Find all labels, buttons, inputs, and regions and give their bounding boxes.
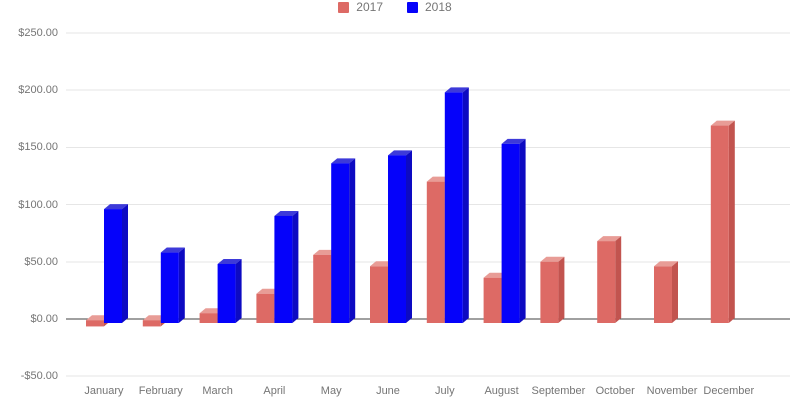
bar-2018-february-top xyxy=(160,247,185,253)
bar-2018-august-side xyxy=(519,138,526,323)
bar-2017-october[interactable] xyxy=(597,241,616,323)
x-tick-label-may: May xyxy=(320,385,342,397)
bar-2017-november[interactable] xyxy=(654,266,672,323)
bar-2018-august-top xyxy=(501,138,526,144)
y-tick-label: $150.00 xyxy=(18,141,58,154)
bar-2018-april[interactable] xyxy=(274,215,293,323)
bar-2018-april-side xyxy=(292,210,299,323)
bar-2017-september[interactable] xyxy=(540,261,559,323)
y-tick-label: $200.00 xyxy=(18,84,58,97)
bar-2017-september-side xyxy=(558,256,565,323)
bar-2018-june[interactable] xyxy=(388,155,406,323)
chart-legend: 2017 2018 xyxy=(0,0,790,14)
bar-2017-december[interactable] xyxy=(710,125,729,324)
bar-2017-august[interactable] xyxy=(483,277,502,323)
bar-2018-july-top xyxy=(444,87,469,93)
x-tick-label-december: December xyxy=(703,385,755,397)
legend-swatch-2017 xyxy=(338,1,350,13)
bar-2017-december-side xyxy=(728,120,735,324)
x-tick-label-february: February xyxy=(138,385,183,397)
bar-2017-october-side xyxy=(615,236,622,323)
bar-2018-may-side xyxy=(349,158,356,323)
bar-2017-october-top xyxy=(597,236,622,242)
bar-2018-july-side xyxy=(462,87,469,324)
bar-2017-november-top xyxy=(654,261,678,267)
x-tick-label-june: June xyxy=(376,385,400,397)
bar-2017-june[interactable] xyxy=(370,266,388,323)
bar-2017-may[interactable] xyxy=(313,254,332,323)
x-tick-label-january: January xyxy=(84,385,124,397)
bar-2018-march-side xyxy=(235,259,242,323)
bar-2018-january-top xyxy=(104,204,128,210)
bar-2018-march-top xyxy=(217,259,242,264)
bar-2018-august[interactable] xyxy=(501,143,520,323)
x-tick-label-september: September xyxy=(531,385,586,397)
legend-swatch-2018 xyxy=(407,1,418,13)
bar-2017-september-top xyxy=(540,256,565,262)
bar-2017-december-top xyxy=(710,120,735,126)
bar-2017-november-side xyxy=(672,261,678,323)
y-tick-label: $0.00 xyxy=(30,313,58,325)
y-tick-label: $100.00 xyxy=(18,198,58,211)
bar-2017-july[interactable] xyxy=(426,181,445,323)
bar-2018-april-top xyxy=(274,210,299,216)
bar-2018-may[interactable] xyxy=(331,163,350,323)
bar-2018-march[interactable] xyxy=(217,264,236,323)
bar-2017-february[interactable] xyxy=(142,320,161,327)
bar-2017-january[interactable] xyxy=(86,320,104,327)
x-tick-label-july: July xyxy=(435,385,455,397)
bar-2017-march[interactable] xyxy=(199,313,218,323)
bar-2017-april[interactable] xyxy=(256,293,275,323)
bar-2018-june-side xyxy=(406,150,412,323)
bar-2018-february-side xyxy=(178,247,185,323)
legend-item-2018[interactable]: 2018 xyxy=(407,1,452,13)
x-tick-label-october: October xyxy=(595,385,635,397)
x-tick-label-march: March xyxy=(202,385,233,397)
x-tick-label-november: November xyxy=(646,385,698,397)
legend-item-2017[interactable]: 2017 xyxy=(338,1,383,13)
bar-2018-may-top xyxy=(331,158,356,164)
bar-2018-january[interactable] xyxy=(104,209,122,323)
y-tick-label: -$50.00 xyxy=(20,370,58,383)
bar-2018-february[interactable] xyxy=(160,252,179,323)
bar-2018-january-side xyxy=(122,204,128,323)
x-tick-label-august: August xyxy=(484,385,519,397)
y-tick-label: $250.00 xyxy=(18,27,58,39)
bar-2018-july[interactable] xyxy=(444,92,463,324)
bar-2018-june-top xyxy=(388,150,412,156)
x-tick-label-april: April xyxy=(263,385,286,397)
legend-label: 2018 xyxy=(425,0,452,14)
legend-label: 2017 xyxy=(356,0,383,14)
y-tick-label: $50.00 xyxy=(24,255,58,268)
